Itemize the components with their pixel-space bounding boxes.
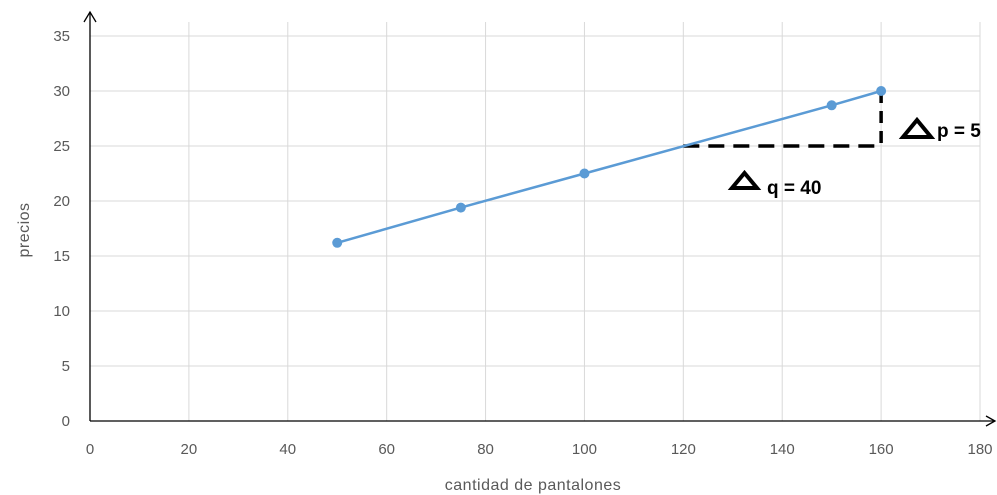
y-tick-label: 35 [53, 28, 70, 45]
x-tick-label: 80 [477, 441, 494, 458]
y-tick-label: 25 [53, 138, 70, 155]
y-tick-label: 30 [53, 83, 70, 100]
series-line [336, 89, 882, 245]
data-point [579, 168, 590, 179]
x-tick-label: 60 [378, 441, 395, 458]
x-axis-arrow-icon [985, 415, 997, 427]
y-tick-label: 0 [62, 413, 70, 430]
x-tick-label: 180 [967, 441, 992, 458]
x-tick-label: 140 [770, 441, 795, 458]
y-tick-label: 15 [53, 248, 70, 265]
data-point [876, 86, 887, 96]
x-tick-label: 160 [869, 441, 894, 458]
axes [83, 10, 997, 427]
series [332, 86, 887, 248]
y-tick-label: 10 [53, 303, 70, 320]
delta-q-annotation: q = 40 [727, 169, 821, 199]
gridlines [90, 22, 981, 421]
x-tick-label: 120 [671, 441, 696, 458]
data-point [826, 100, 837, 111]
delta-q-label: q = 40 [767, 178, 821, 199]
delta-p-annotation: p = 5 [898, 116, 981, 142]
y-tick-label: 20 [53, 193, 70, 210]
delta-guides [683, 91, 883, 148]
y-axis-tick-labels: 0 5 10 15 20 25 30 35 [53, 28, 70, 430]
x-tick-label: 0 [86, 441, 94, 458]
y-axis-title: precios [16, 202, 33, 257]
data-point [332, 237, 343, 248]
x-axis-tick-labels: 0 20 40 60 80 100 120 140 160 180 [86, 441, 993, 458]
x-tick-label: 20 [181, 441, 198, 458]
delta-p-label: p = 5 [937, 121, 981, 142]
y-axis-arrow-icon [83, 10, 97, 23]
delta-triangle-icon [898, 116, 936, 139]
delta-triangle-icon [727, 169, 762, 190]
x-tick-label: 40 [279, 441, 296, 458]
x-axis-title: cantidad de pantalones [445, 477, 621, 494]
y-tick-label: 5 [62, 358, 70, 375]
x-tick-label: 100 [572, 441, 597, 458]
data-point [455, 202, 466, 213]
